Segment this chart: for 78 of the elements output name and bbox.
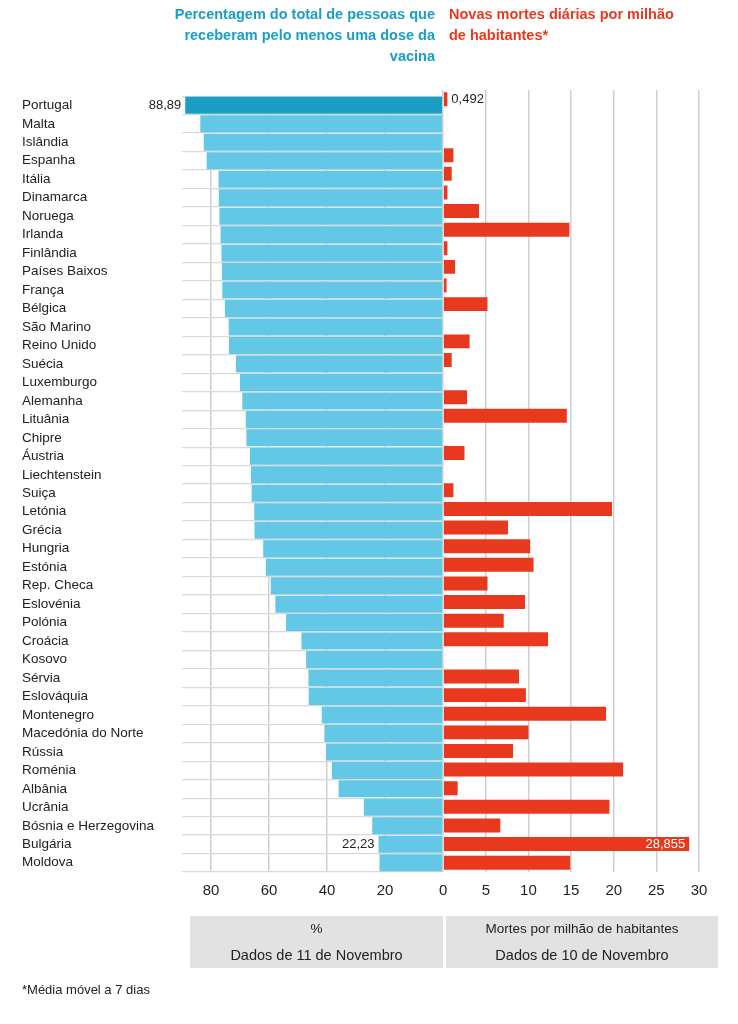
x-tick-label: 20 <box>376 881 394 899</box>
data-label: 22,23 <box>341 835 375 851</box>
x-tick-label: 20 <box>605 881 623 899</box>
x-tick-label: 30 <box>690 881 708 899</box>
chart-title: Novas mortes diárias por milhão de habitantes* <box>449 5 675 45</box>
y-tick-label: Rússia <box>22 743 64 759</box>
y-tick-label: Grécia <box>22 521 63 537</box>
y-tick-label: Liechtenstein <box>22 466 102 482</box>
y-tick-label: França <box>22 281 65 297</box>
y-tick-label: Alemanha <box>22 392 84 408</box>
y-tick-label: Eslovénia <box>22 595 82 611</box>
y-tick-label: Letónia <box>22 503 67 519</box>
bar <box>443 446 465 461</box>
y-tick-label: Sérvia <box>22 669 61 685</box>
y-tick-label: Chipre <box>22 429 62 445</box>
y-tick-label: Albânia <box>22 780 68 796</box>
bar <box>443 297 488 312</box>
bar <box>443 259 456 274</box>
text: *Média móvel a 7 dias <box>22 982 151 997</box>
x-tick-label: 25 <box>648 881 665 899</box>
y-tick-label: Dinamarca <box>22 189 88 205</box>
x-axis-title: Mortes por milhão de habitantes <box>484 921 680 937</box>
bar <box>443 204 479 219</box>
y-tick-label: Macedónia do Norte <box>22 725 144 741</box>
x-tick-label: 15 <box>562 881 580 899</box>
bar <box>443 483 454 498</box>
y-tick-label: Irlanda <box>22 226 64 242</box>
y-tick-label: Bósnia e Herzegovina <box>22 817 155 833</box>
y-tick-label: Espanha <box>22 152 76 168</box>
y-tick-label: Montenegro <box>22 706 95 722</box>
y-tick-label: Kosovo <box>22 651 68 667</box>
y-tick-label: Reino Unido <box>22 337 97 353</box>
bar <box>443 781 458 796</box>
y-tick-label: Malta <box>22 115 56 131</box>
y-tick-label: Rep. Checa <box>22 577 94 593</box>
x-tick-label: 10 <box>520 881 537 899</box>
bar <box>443 278 447 293</box>
y-tick-label: Suiça <box>22 485 57 501</box>
x-tick-label: 40 <box>318 881 336 899</box>
y-tick-label: Países Baixos <box>22 263 108 279</box>
y-tick-label: Portugal <box>22 97 73 113</box>
y-tick-label: Bélgica <box>22 300 67 316</box>
y-tick-label: Estónia <box>22 558 68 574</box>
y-tick-label: Croácia <box>22 632 70 648</box>
data-label: 28,855 <box>645 835 686 851</box>
x-tick-label: 0 <box>439 881 448 899</box>
bar <box>443 166 452 181</box>
y-tick-label: Finlândia <box>22 244 78 260</box>
y-tick-label: Ucrânia <box>22 799 70 815</box>
y-tick-label: Polónia <box>22 614 68 630</box>
bar <box>443 352 452 367</box>
x-axis-title: % <box>309 921 324 937</box>
x-tick-label: 80 <box>202 881 220 899</box>
y-tick-label: Hungria <box>22 540 70 556</box>
bar <box>443 334 470 349</box>
y-tick-label: Bulgária <box>22 836 73 852</box>
y-tick-label: Itália <box>22 170 52 186</box>
chart-title: Percentagem do total de pessoas que receberam pelo menos uma dose da vacina <box>173 5 435 66</box>
bar <box>443 390 468 405</box>
y-tick-label: Luxemburgo <box>22 374 98 390</box>
text: Dados de 11 de Novembro <box>229 946 404 963</box>
y-tick-label: Noruega <box>22 207 75 223</box>
bar <box>443 576 488 591</box>
y-tick-label: Roménia <box>22 762 77 778</box>
y-tick-label: Suécia <box>22 355 64 371</box>
bar <box>200 115 443 133</box>
text: Dados de 10 de Novembro <box>494 946 670 963</box>
y-tick-label: Eslováquia <box>22 688 89 704</box>
data-label: 88,89 <box>148 96 182 112</box>
bar <box>443 148 454 163</box>
y-tick-label: Áustria <box>22 448 65 464</box>
data-label: 0,492 <box>451 90 484 106</box>
x-tick-label: 60 <box>260 881 278 899</box>
y-tick-label: São Marino <box>22 318 92 334</box>
x-tick-label: 5 <box>481 881 490 899</box>
y-tick-label: Moldova <box>22 854 74 870</box>
y-tick-label: Islândia <box>22 134 70 149</box>
y-tick-label: Lituânia <box>22 411 70 427</box>
